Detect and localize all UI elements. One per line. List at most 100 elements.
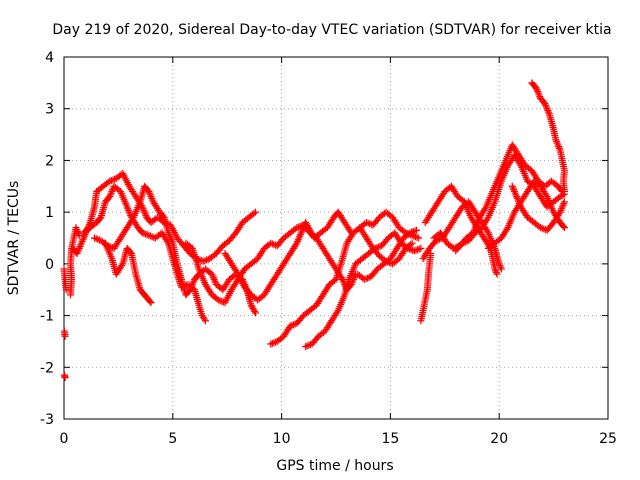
- data-point: [407, 240, 415, 248]
- data-point: [143, 231, 151, 239]
- data-point: [554, 141, 562, 149]
- data-point: [535, 91, 543, 99]
- data-point: [288, 321, 296, 329]
- data-point: [76, 243, 84, 251]
- data-point: [106, 193, 114, 201]
- data-point: [514, 196, 522, 204]
- data-point: [497, 265, 505, 273]
- data-point: [146, 297, 154, 305]
- data-point: [556, 208, 564, 216]
- data-point: [412, 246, 420, 254]
- data-point: [138, 203, 146, 211]
- data-point: [123, 203, 131, 211]
- data-point: [411, 227, 419, 235]
- data-point: [458, 239, 466, 247]
- data-point: [92, 235, 100, 243]
- data-point: [387, 259, 395, 267]
- data-point: [413, 226, 421, 234]
- data-point: [516, 200, 524, 208]
- data-point: [382, 257, 390, 265]
- series-arc-19: [452, 151, 568, 255]
- data-point: [268, 240, 276, 248]
- data-point: [415, 234, 423, 242]
- data-point: [203, 256, 211, 264]
- data-point: [408, 239, 416, 247]
- data-point: [140, 229, 148, 237]
- series-arc-4: [67, 224, 83, 299]
- data-point: [209, 274, 217, 282]
- data-point: [79, 236, 87, 244]
- data-point: [78, 237, 86, 245]
- data-point: [210, 275, 218, 283]
- data-point: [513, 193, 521, 201]
- data-point: [286, 322, 294, 330]
- data-point: [80, 232, 88, 240]
- data-point: [201, 317, 209, 325]
- data-point: [166, 232, 174, 240]
- data-point: [415, 245, 423, 253]
- data-point: [167, 236, 175, 244]
- x-tick-label: 15: [381, 431, 399, 447]
- series-arc-10: [221, 208, 355, 304]
- data-point: [200, 315, 208, 323]
- data-point: [558, 203, 566, 211]
- data-point: [251, 307, 259, 315]
- series-arc-13: [354, 226, 421, 283]
- data-point: [496, 262, 504, 270]
- data-point: [483, 227, 491, 235]
- data-point: [77, 239, 85, 247]
- data-point: [139, 205, 147, 213]
- data-point: [555, 144, 563, 152]
- data-point: [543, 105, 551, 113]
- data-point: [542, 191, 550, 199]
- data-point: [75, 244, 83, 252]
- y-axis-label: SDTVAR / TECUs: [6, 181, 22, 296]
- data-point: [107, 189, 115, 197]
- data-point: [251, 309, 259, 317]
- data-point: [294, 236, 302, 244]
- series-arc-12: [302, 229, 425, 351]
- data-point: [542, 103, 550, 111]
- data-point: [360, 275, 368, 283]
- data-point: [106, 177, 114, 185]
- data-point: [511, 189, 519, 197]
- data-point: [188, 282, 196, 290]
- data-point: [146, 232, 154, 240]
- data-point: [270, 339, 278, 347]
- data-point: [138, 229, 146, 237]
- data-point: [62, 286, 70, 294]
- data-point: [299, 225, 307, 233]
- x-tick-label: 0: [60, 431, 69, 447]
- data-point: [492, 267, 500, 275]
- data-point: [296, 232, 304, 240]
- data-point: [124, 205, 132, 213]
- data-point: [557, 206, 565, 214]
- data-point: [406, 229, 414, 237]
- data-point: [497, 263, 505, 271]
- data-point: [186, 286, 194, 294]
- data-point: [293, 239, 301, 247]
- data-point: [290, 321, 298, 329]
- series-arc-8: [101, 239, 155, 307]
- data-point: [532, 84, 540, 92]
- data-point: [233, 268, 241, 276]
- series-arc-22: [508, 182, 568, 234]
- y-tick-label: 0: [45, 257, 54, 273]
- series-arc-3: [60, 371, 69, 382]
- data-point: [188, 281, 196, 289]
- data-point: [146, 189, 154, 197]
- data-point: [108, 187, 116, 195]
- data-point: [560, 198, 568, 206]
- plot-frame: [63, 56, 609, 420]
- y-tick-label: 3: [45, 102, 54, 118]
- data-point: [147, 193, 155, 201]
- data-point: [199, 257, 207, 265]
- data-point: [96, 215, 104, 223]
- data-point: [142, 230, 150, 238]
- data-point: [410, 247, 418, 255]
- data-point: [201, 257, 209, 265]
- data-point: [545, 108, 553, 116]
- data-point: [559, 201, 567, 209]
- y-tick-label: 4: [45, 50, 54, 66]
- data-point: [297, 229, 305, 237]
